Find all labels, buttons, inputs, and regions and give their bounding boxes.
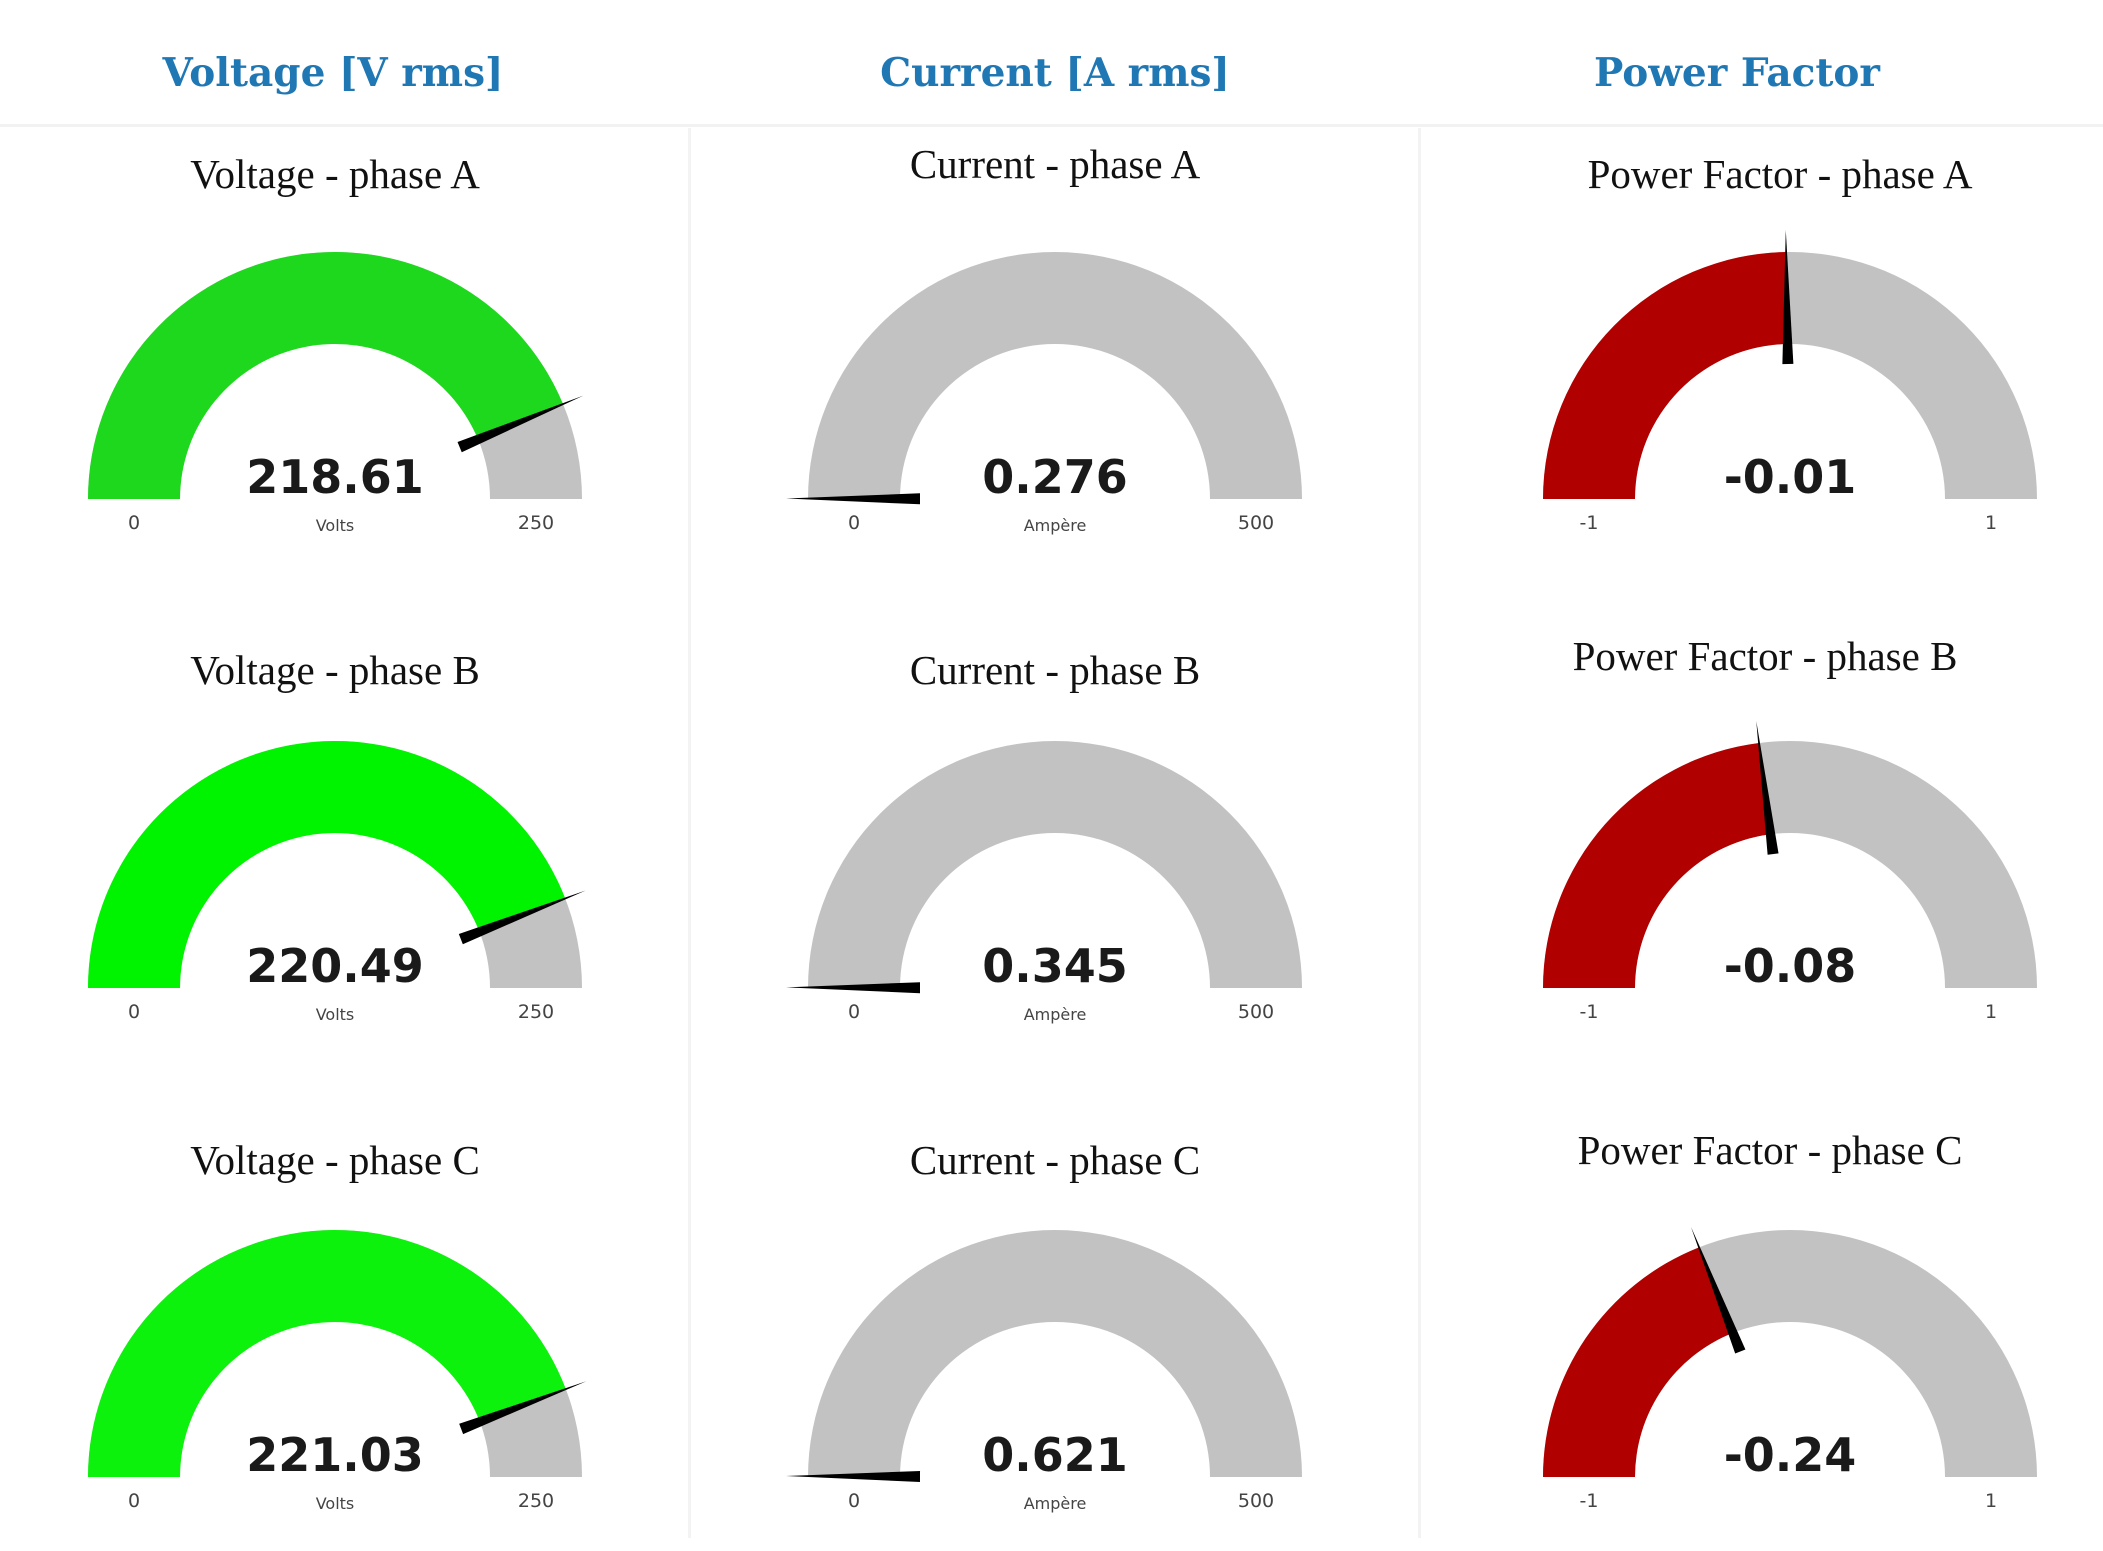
gauge-title: Voltage - phase B [190, 647, 480, 693]
gauge-fill [88, 1229, 566, 1477]
gauge-min-label: -1 [1580, 1490, 1599, 1512]
gauge-title: Current - phase A [909, 141, 1201, 187]
gauge-max-label: 500 [1238, 1001, 1274, 1023]
gauge-fill [1543, 252, 1788, 499]
column-header: Voltage [V rms] [162, 50, 504, 96]
gauge: -0.01 -1 1 [1543, 230, 2037, 534]
gauge-min-label: 0 [128, 512, 140, 534]
gauge-min-label: -1 [1580, 1001, 1599, 1023]
gauge-max-label: 1 [1985, 1490, 1997, 1512]
gauge: -0.08 -1 1 [1543, 721, 2037, 1023]
gauge-title: Voltage - phase C [190, 1137, 480, 1183]
gauge-value: 218.61 [246, 450, 424, 504]
gauge-title: Power Factor - phase B [1572, 633, 1958, 679]
gauge-value: -0.24 [1724, 1428, 1857, 1482]
gauge-fill [1543, 742, 1771, 988]
gauge-needle [459, 1381, 587, 1435]
gauge-fill [88, 741, 566, 988]
gauge-value: 0.621 [982, 1428, 1128, 1482]
gauge-title: Power Factor - phase C [1577, 1127, 1963, 1173]
gauge-unit: Ampère [1024, 516, 1087, 535]
header-divider [0, 124, 2103, 127]
gauge: 0.345 Ampère 0 500 [786, 741, 1302, 1024]
gauge-value: 221.03 [246, 1428, 424, 1482]
gauge-min-label: -1 [1580, 512, 1599, 534]
gauge: 0.276 Ampère 0 500 [786, 252, 1302, 535]
gauge-needle [457, 395, 584, 453]
gauge-title: Voltage - phase A [190, 151, 480, 197]
column-divider [688, 128, 691, 1538]
gauge-needle [1756, 721, 1779, 855]
gauge-min-label: 0 [848, 512, 860, 534]
gauge-needle [1782, 230, 1794, 365]
gauge-unit: Volts [316, 516, 355, 535]
gauge-title: Current - phase C [909, 1137, 1201, 1183]
gauge-max-label: 500 [1238, 1490, 1274, 1512]
gauge-max-label: 500 [1238, 512, 1274, 534]
gauge: 0.621 Ampère 0 500 [786, 1230, 1302, 1513]
gauge-value: 220.49 [246, 939, 424, 993]
gauge-needle [1690, 1226, 1746, 1354]
gauge-min-label: 0 [128, 1001, 140, 1023]
gauge-min-label: 0 [128, 1490, 140, 1512]
gauge: 218.61 Volts 0 250 [88, 251, 584, 535]
gauge-needle [458, 890, 586, 945]
gauge-unit: Ampère [1024, 1005, 1087, 1024]
column-header: Current [A rms] [880, 50, 1230, 96]
gauge-unit: Volts [316, 1005, 355, 1024]
gauge-min-label: 0 [848, 1001, 860, 1023]
gauge-max-label: 250 [518, 1490, 554, 1512]
column-header: Power Factor [1594, 50, 1880, 96]
gauge: -0.24 -1 1 [1543, 1226, 2037, 1512]
gauge-track [808, 1230, 1302, 1477]
gauge-needle [786, 1470, 921, 1482]
gauge-track [808, 741, 1302, 988]
gauge-max-label: 1 [1985, 512, 1997, 534]
gauge: 221.03 Volts 0 250 [88, 1229, 587, 1513]
gauge-unit: Ampère [1024, 1494, 1087, 1513]
gauge-value: -0.01 [1724, 450, 1857, 504]
gauge-max-label: 250 [518, 512, 554, 534]
gauge-value: 0.276 [982, 450, 1128, 504]
gauge-fill [1543, 1247, 1733, 1477]
gauge-min-label: 0 [848, 1490, 860, 1512]
gauge-title: Power Factor - phase A [1587, 151, 1973, 197]
gauge-unit: Volts [316, 1494, 355, 1513]
gauge: 220.49 Volts 0 250 [88, 741, 586, 1024]
gauge-value: -0.08 [1724, 939, 1857, 993]
gauge-needle [786, 493, 921, 505]
gauge-fill [88, 251, 564, 499]
gauge-title: Current - phase B [909, 647, 1201, 693]
gauge-max-label: 250 [518, 1001, 554, 1023]
gauge-value: 0.345 [982, 939, 1128, 993]
gauge-max-label: 1 [1985, 1001, 1997, 1023]
gauge-track [808, 252, 1302, 499]
column-divider [1418, 128, 1421, 1538]
gauge-needle [786, 982, 921, 994]
